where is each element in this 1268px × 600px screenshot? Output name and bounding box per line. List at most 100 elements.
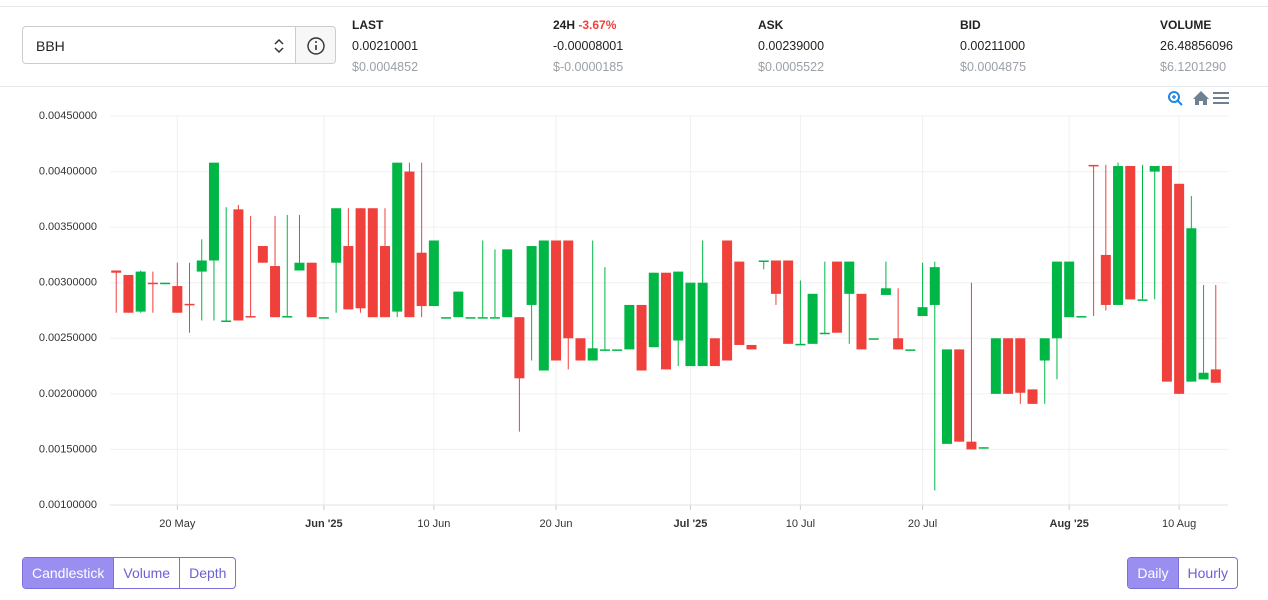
x-tick-label: Aug '25 — [1050, 518, 1089, 530]
x-tick-label: 20 Jul — [908, 518, 937, 530]
stat-usd: $6.1201290 — [1160, 60, 1227, 74]
candle-body — [1039, 338, 1050, 361]
menu-icon[interactable] — [1213, 92, 1229, 104]
chart-tab[interactable]: Volume — [113, 558, 179, 588]
candle-body — [245, 316, 256, 318]
candle-body — [1113, 166, 1124, 305]
stat-label: BID — [960, 18, 981, 32]
candle-body — [1015, 338, 1026, 393]
candle-body — [392, 162, 403, 312]
candle-body — [648, 272, 659, 348]
candle-body — [893, 338, 904, 350]
stat-value: 0.00211000 — [960, 39, 1026, 53]
stat-change: -3.67% — [578, 18, 617, 32]
stat-label: ASK — [758, 18, 784, 32]
candle-body — [1186, 228, 1197, 382]
candle-body — [184, 303, 195, 306]
y-tick-label: 0.00150000 — [39, 443, 97, 455]
candle-body — [416, 252, 427, 307]
candle-body — [1003, 338, 1014, 394]
candle-body — [1076, 316, 1087, 318]
candle-body — [257, 246, 268, 263]
info-button[interactable] — [296, 26, 336, 64]
stat-usd: $0.0004875 — [960, 60, 1027, 74]
candle-body — [636, 304, 647, 371]
candle-body — [1210, 369, 1221, 383]
candle-body — [1064, 261, 1075, 318]
candle-body — [270, 266, 281, 318]
candle-body — [306, 262, 317, 318]
candle-body — [819, 332, 830, 335]
candle-body — [734, 261, 745, 345]
candle-body — [770, 260, 781, 294]
candle-body — [538, 240, 549, 371]
home-icon[interactable] — [1193, 91, 1209, 105]
y-tick-label: 0.00100000 — [39, 499, 97, 511]
stat: LAST 0.00210001 $0.0004852 — [352, 18, 418, 74]
candle-body — [942, 349, 952, 444]
candle-body — [807, 293, 818, 344]
y-tick-label: 0.00300000 — [39, 277, 97, 289]
candle-body — [233, 209, 244, 321]
candle-body — [905, 349, 916, 351]
pair-select[interactable]: BBH — [22, 26, 296, 64]
candle-body — [465, 317, 476, 319]
candle-body — [208, 162, 219, 261]
stat-label: VOLUME — [1160, 18, 1212, 32]
candle-body — [551, 240, 562, 361]
candle-body — [135, 271, 146, 312]
candle-body — [685, 282, 696, 367]
divider — [0, 6, 1268, 7]
zoom-icon[interactable] — [1168, 91, 1183, 106]
interval-tab[interactable]: Daily — [1128, 558, 1178, 588]
candle-body — [990, 338, 1001, 394]
toolbar — [1168, 91, 1229, 106]
candle-body — [123, 274, 134, 313]
x-tick-label: 20 Jun — [540, 518, 573, 530]
candle-body — [453, 291, 464, 318]
candle-body — [832, 261, 843, 333]
candle-body — [1198, 372, 1209, 380]
x-tick-label: 10 Aug — [1162, 518, 1196, 530]
stat-value: 0.00210001 — [352, 39, 419, 53]
candle-body — [1088, 164, 1099, 167]
candle-body — [697, 282, 708, 367]
candle-body — [966, 441, 977, 450]
candle-body — [709, 338, 720, 367]
candle-body — [331, 208, 342, 263]
candle-body — [294, 262, 305, 271]
candle-body — [343, 246, 354, 310]
candle-body — [795, 343, 806, 346]
candle-body — [978, 447, 989, 449]
candle-body — [282, 316, 293, 318]
x-tick-label: 20 May — [159, 518, 196, 530]
candle-body — [318, 317, 329, 319]
candle-body — [1027, 389, 1038, 404]
x-tick-label: Jun '25 — [305, 518, 342, 530]
candle-body — [489, 317, 500, 319]
candle-body — [722, 240, 733, 361]
interval-tab[interactable]: Hourly — [1177, 558, 1237, 588]
info-icon — [307, 37, 325, 55]
y-tick-label: 0.00450000 — [39, 110, 97, 122]
stat-value: 0.00239000 — [758, 39, 825, 53]
candle-body — [355, 208, 366, 309]
stat: 24H -3.67% -0.00008001 $-0.0000185 — [553, 18, 623, 74]
candle-body — [1125, 166, 1136, 300]
candle-body — [1051, 261, 1062, 339]
x-tick-label: Jul '25 — [674, 518, 708, 530]
candle-body — [514, 317, 525, 379]
candle-body — [380, 246, 390, 318]
candle-body — [563, 240, 574, 339]
candle-body — [599, 349, 610, 351]
x-tick-label: 10 Jun — [417, 518, 450, 530]
candle-body — [661, 272, 671, 370]
candle-body — [1174, 183, 1185, 394]
chart-tab[interactable]: Depth — [179, 558, 235, 588]
stat-value: 26.48856096 — [1160, 39, 1233, 53]
candle-body — [172, 286, 183, 313]
chart-tab[interactable]: Candlestick — [23, 558, 114, 588]
stat: ASK 0.00239000 $0.0005522 — [758, 18, 824, 74]
